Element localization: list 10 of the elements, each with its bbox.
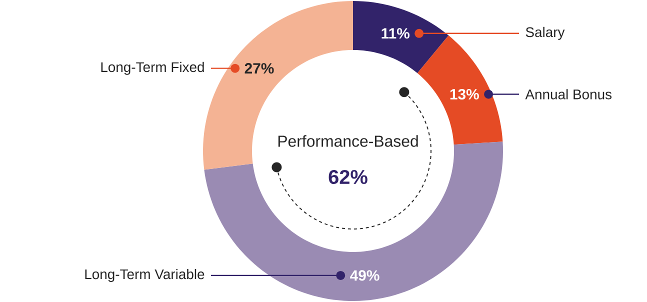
slice-label: Annual Bonus [525,89,612,100]
slice-label: Salary [526,26,565,40]
text: 62% [328,170,368,184]
text: Performance-Based [278,135,418,147]
data-label: 49% [350,270,380,281]
data-label: 27% [244,63,274,74]
slice-label: Long-Term Variable [85,268,204,282]
data-label: 11% [382,28,410,39]
data-label: 13% [450,88,479,100]
slice-label: Long-Term Fixed [101,62,204,75]
